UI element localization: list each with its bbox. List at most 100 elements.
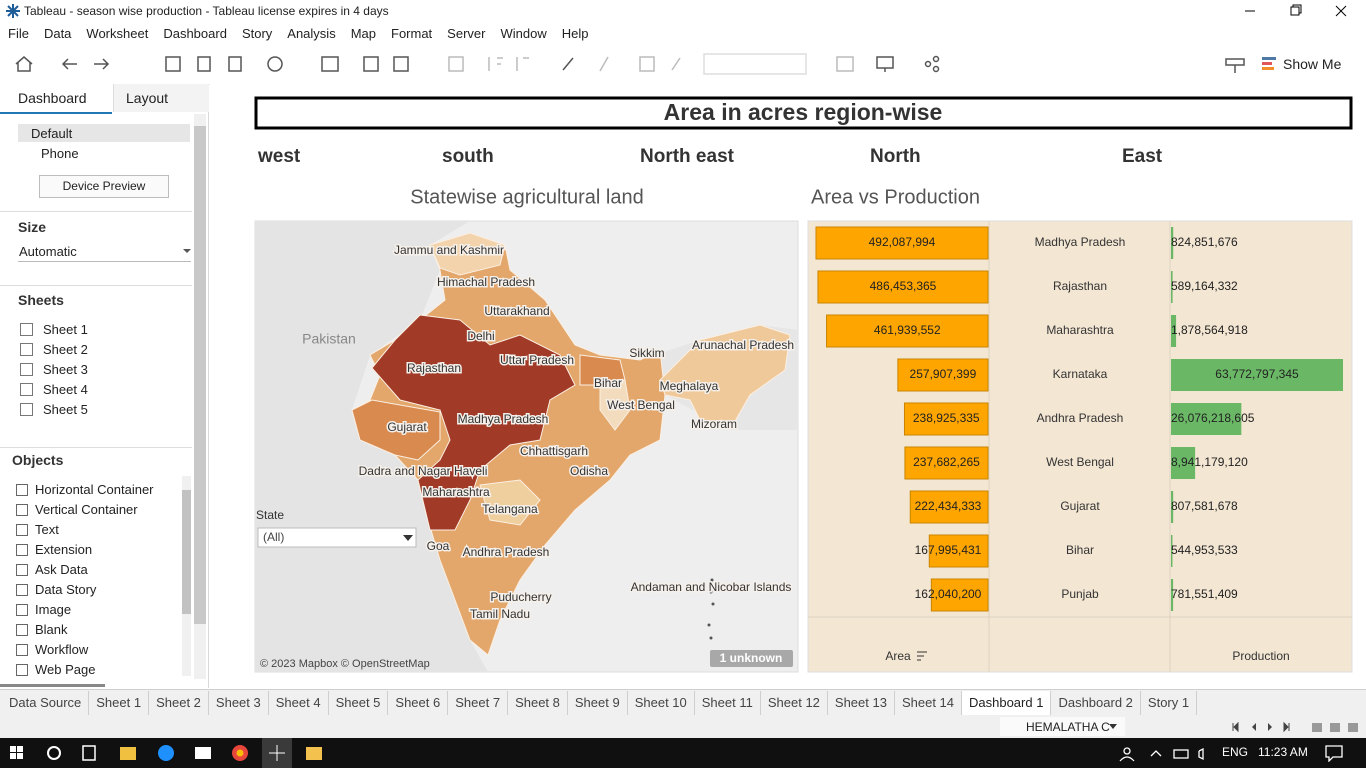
map[interactable]: Pakistan Jammu and Kashmir Himachal Prad…: [254, 220, 799, 673]
sheet-tab[interactable]: Sheet 9: [568, 691, 628, 715]
taskbar-icons[interactable]: [0, 738, 330, 768]
object-name[interactable]: Web Page: [35, 662, 96, 677]
dropdown-arrow[interactable]: [1108, 724, 1118, 730]
side-tab-layout-bg[interactable]: [113, 84, 209, 112]
unknown-label[interactable]: 1 unknown: [720, 651, 783, 665]
object-item[interactable]: Data Story: [0, 580, 180, 600]
region-label[interactable]: west: [257, 146, 301, 167]
filter-dropdown[interactable]: [257, 527, 417, 548]
panel-scrollbar[interactable]: [194, 114, 206, 679]
sheet-tab[interactable]: Sheet 1: [89, 691, 150, 715]
sheet-tab[interactable]: Sheet 6: [388, 691, 449, 715]
sheet-tab[interactable]: Story 1: [1141, 691, 1198, 715]
tray-icons[interactable]: [1115, 744, 1215, 764]
sheet-tab[interactable]: Dashboard 1: [962, 691, 1052, 715]
menu-item[interactable]: Window: [500, 26, 547, 41]
object-item[interactable]: Text: [0, 520, 180, 540]
scroll-thumb[interactable]: [194, 126, 206, 624]
sheet-tab[interactable]: Data Source: [2, 691, 90, 715]
sort-icon[interactable]: [917, 651, 927, 661]
region-label[interactable]: East: [1122, 146, 1163, 167]
object-item[interactable]: Extension: [0, 540, 180, 560]
object-name[interactable]: Text: [35, 522, 59, 537]
object-name[interactable]: Workflow: [35, 642, 89, 657]
scroll-thumb[interactable]: [182, 490, 191, 614]
series-header[interactable]: Area: [885, 649, 911, 663]
dropdown-arrow[interactable]: [403, 535, 413, 541]
filter-value[interactable]: (All): [263, 530, 284, 544]
window-controls[interactable]: [1230, 0, 1366, 22]
object-item[interactable]: Image: [0, 600, 180, 620]
menu-item[interactable]: Server: [447, 26, 486, 41]
device-default[interactable]: Default: [31, 126, 73, 141]
sheet-item[interactable]: Sheet 5: [0, 400, 192, 420]
menu-item[interactable]: Help: [561, 26, 589, 41]
menu-item[interactable]: Analysis: [287, 26, 336, 41]
menu-item[interactable]: Story: [241, 26, 273, 41]
objects-scrollbar[interactable]: [182, 476, 191, 676]
user-box[interactable]: [1000, 717, 1125, 736]
series-header[interactable]: Production: [1232, 649, 1289, 663]
side-tab-layout[interactable]: Layout: [126, 90, 169, 106]
unknown-badge[interactable]: [710, 650, 793, 667]
menu-item[interactable]: Dashboard: [163, 26, 227, 41]
sheet-tab[interactable]: Sheet 2: [149, 691, 209, 715]
sheet-item[interactable]: Sheet 4: [0, 380, 192, 400]
region-label[interactable]: south: [442, 146, 494, 167]
language[interactable]: ENG: [1222, 745, 1249, 759]
sheet-tab[interactable]: Sheet 13: [828, 691, 895, 715]
sheet-navigation[interactable]: [1232, 720, 1362, 734]
menu-item[interactable]: Format: [391, 26, 433, 41]
sheet-tab[interactable]: Sheet 8: [508, 691, 568, 715]
sheet-name[interactable]: Sheet 3: [43, 362, 88, 377]
menu-item[interactable]: File: [8, 26, 29, 41]
sheet-tab[interactable]: Sheet 10: [628, 691, 695, 715]
device-phone[interactable]: Phone: [41, 146, 79, 161]
toolbar-icons[interactable]: [0, 44, 960, 84]
show-me-button[interactable]: Show Me: [1283, 56, 1342, 72]
dropdown-arrow[interactable]: [182, 247, 192, 255]
object-name[interactable]: Horizontal Container: [35, 482, 154, 497]
object-item[interactable]: Web Page: [0, 660, 180, 680]
state-shape[interactable]: [351, 399, 441, 461]
object-item[interactable]: Horizontal Container: [0, 480, 180, 500]
sheet-item[interactable]: Sheet 1: [0, 320, 192, 340]
sheet-tab[interactable]: Sheet 11: [695, 691, 761, 715]
object-item[interactable]: Ask Data: [0, 560, 180, 580]
sheet-name[interactable]: Sheet 1: [43, 322, 88, 337]
size-value[interactable]: Automatic: [19, 244, 77, 259]
state-shape[interactable]: [659, 324, 791, 431]
presentation-icon[interactable]: [1222, 54, 1258, 76]
h-scroll-thumb[interactable]: [0, 684, 105, 687]
user-name[interactable]: HEMALATHA C: [1026, 720, 1110, 734]
notifications[interactable]: [1324, 744, 1344, 762]
region-label[interactable]: North east: [640, 146, 735, 167]
object-item[interactable]: Vertical Container: [0, 500, 180, 520]
menu-item[interactable]: Map: [350, 26, 376, 41]
object-name[interactable]: Extension: [35, 542, 93, 557]
sheet-item[interactable]: Sheet 3: [0, 360, 192, 380]
state-shape[interactable]: [371, 314, 576, 531]
sheet-name[interactable]: Sheet 2: [43, 342, 88, 357]
sheet-tab[interactable]: Sheet 12: [761, 691, 828, 715]
sheet-tab[interactable]: Sheet 5: [329, 691, 389, 715]
state-shape[interactable]: [579, 354, 626, 386]
menu-item[interactable]: Data: [43, 26, 72, 41]
sheet-tab[interactable]: Sheet 14: [895, 691, 962, 715]
object-name[interactable]: Vertical Container: [35, 502, 138, 517]
sheet-tab[interactable]: Dashboard 2: [1051, 691, 1141, 715]
clock[interactable]: 11:23 AM: [1258, 745, 1308, 759]
region-label[interactable]: North: [870, 146, 921, 167]
object-name[interactable]: Blank: [35, 622, 68, 637]
show-me-icon[interactable]: [1262, 56, 1278, 72]
object-item[interactable]: Blank: [0, 620, 180, 640]
menu-item[interactable]: Worksheet: [86, 26, 149, 41]
state-shape[interactable]: [479, 479, 541, 526]
object-item[interactable]: Workflow: [0, 640, 180, 660]
side-tab-dashboard[interactable]: Dashboard: [18, 90, 87, 106]
device-preview-button[interactable]: Device Preview: [39, 175, 169, 198]
sheet-tab[interactable]: Sheet 4: [269, 691, 329, 715]
sheet-name[interactable]: Sheet 4: [43, 382, 88, 397]
object-name[interactable]: Ask Data: [35, 562, 88, 577]
object-name[interactable]: Data Story: [35, 582, 97, 597]
